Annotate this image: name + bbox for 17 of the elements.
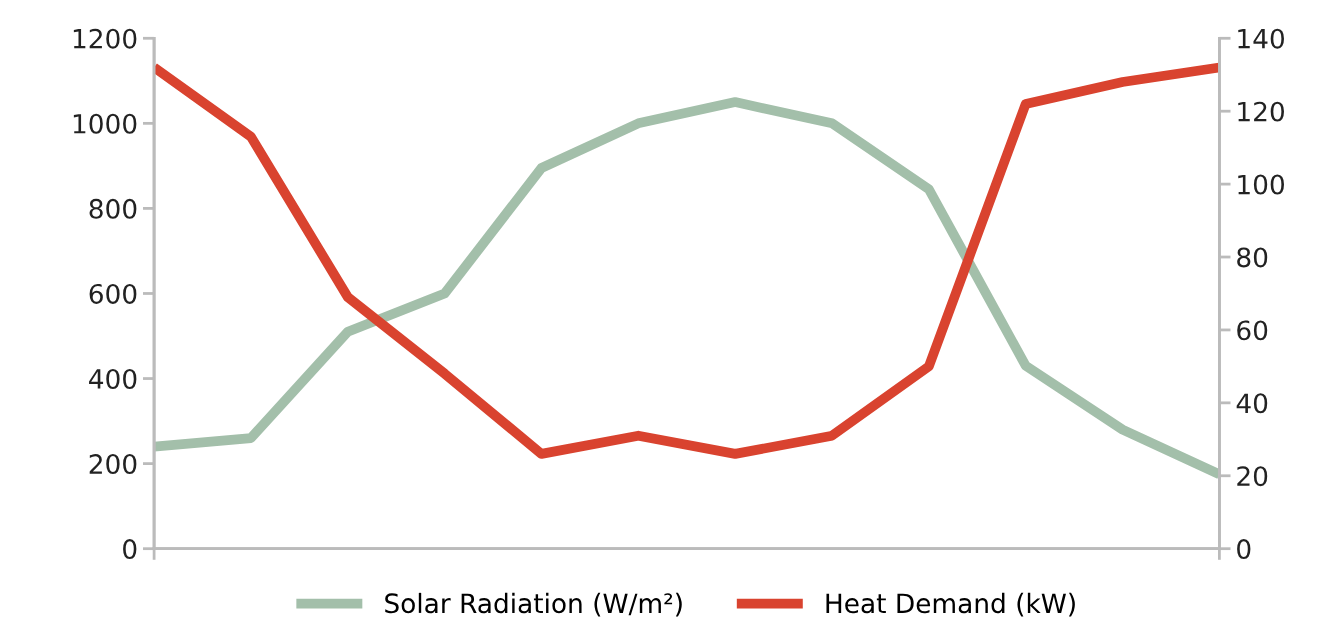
y-tick-label: 200 xyxy=(89,454,137,475)
y2-tick-label: 60 xyxy=(1237,320,1268,341)
y2-tick-label: 40 xyxy=(1236,393,1268,414)
y-tick-label: 1200 xyxy=(73,28,137,49)
y-tick-label: 600 xyxy=(89,283,137,304)
y-tick-label: 1000 xyxy=(73,113,137,134)
legend-label: Solar Radiation (W/m²) xyxy=(385,592,682,617)
y-tick-label: 400 xyxy=(89,368,137,389)
legend-label: Heat Demand (kW) xyxy=(826,592,1075,617)
y2-tick-label: 80 xyxy=(1237,247,1268,268)
y2-tick-label: 0 xyxy=(1237,539,1251,560)
y-tick-label: 0 xyxy=(123,539,137,560)
y2-tick-label: 100 xyxy=(1238,174,1284,195)
y2-tick-label: 20 xyxy=(1237,466,1268,487)
y2-tick-label: 140 xyxy=(1238,28,1284,49)
y2-tick-label: 120 xyxy=(1238,101,1284,122)
y-tick-label: 800 xyxy=(89,198,137,219)
